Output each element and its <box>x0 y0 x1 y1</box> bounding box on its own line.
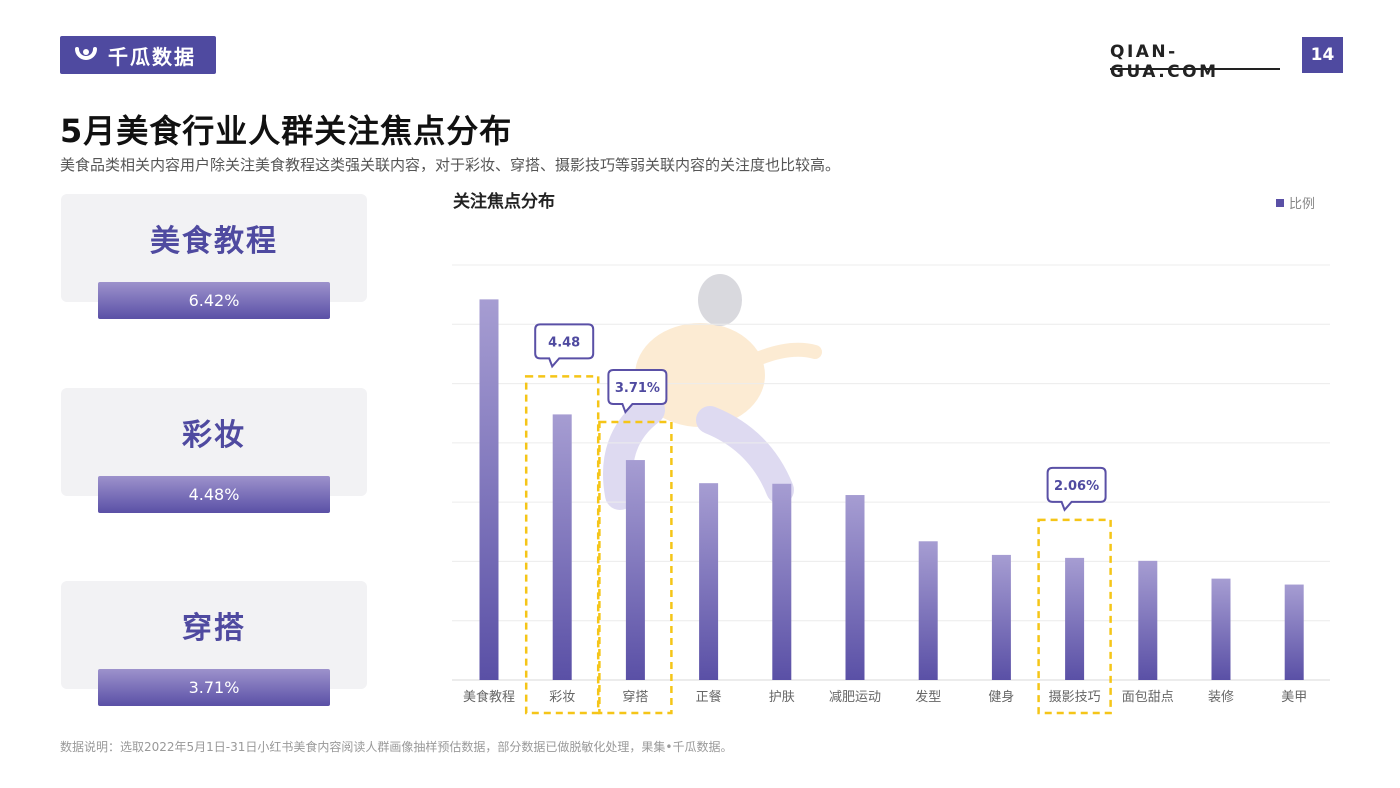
x-tick-label: 发型 <box>915 689 941 705</box>
bar-摄影技巧 <box>1065 557 1085 680</box>
x-tick-label: 护肤 <box>769 690 795 705</box>
legend-label: 比例 <box>1289 197 1316 212</box>
callout-bubble <box>607 369 668 414</box>
bar-美甲 <box>1284 584 1304 680</box>
page-title: 5月美食行业人群关注焦点分布 <box>60 112 513 150</box>
chart-title: 关注焦点分布 <box>453 192 555 212</box>
callout-bubble <box>1046 466 1107 512</box>
brand-logo: 千瓜数据 <box>60 36 216 74</box>
bar-发型 <box>918 541 938 680</box>
x-tick-label: 健身 <box>988 689 1014 705</box>
highlight-box <box>1037 518 1112 715</box>
x-tick-label: 面包甜点 <box>1122 689 1174 705</box>
highlight-value-bar: 4.48% <box>98 476 330 513</box>
chart-legend: 比例 <box>1276 193 1315 212</box>
x-tick-label: 减肥运动 <box>829 690 881 705</box>
logo-text: 千瓜数据 <box>108 44 196 69</box>
bar-健身 <box>991 554 1011 680</box>
x-tick-label: 装修 <box>1208 690 1234 705</box>
jumping-person-illustration <box>603 274 822 510</box>
chart-highlights: 4.48 3.71% 2.06% <box>524 323 1112 715</box>
footnote: 数据说明：选取2022年5月1日-31日小红书美食内容阅读人群画像抽样预估数据，… <box>60 740 733 754</box>
callout-label: 2.06% <box>1054 479 1099 494</box>
bar-护肤 <box>772 483 792 680</box>
qiangua-logo-icon <box>75 47 97 60</box>
bar-穿搭 <box>625 460 645 680</box>
chart-x-labels: 美食教程 彩妆 穿搭 正餐 护肤 减肥运动 发型 健身 摄影技巧 面包甜点 装修 美甲 <box>463 689 1307 705</box>
bar-正餐 <box>699 483 719 680</box>
bar-面包甜点 <box>1138 560 1158 680</box>
callout-label: 3.71% <box>615 381 660 396</box>
site-underline <box>1110 68 1280 70</box>
x-tick-label: 穿搭 <box>622 689 648 705</box>
legend-swatch <box>1276 198 1284 207</box>
highlight-value-bar: 6.42% <box>98 282 330 319</box>
highlight-label: 穿搭 <box>182 611 246 646</box>
chart-bars <box>479 299 1304 680</box>
site-url: QIAN-GUA.COM <box>1110 42 1219 82</box>
highlight-label: 美食教程 <box>150 224 278 259</box>
page-subtitle: 美食品类相关内容用户除关注美食教程这类强关联内容，对于彩妆、穿搭、摄影技巧等弱关… <box>60 156 841 174</box>
highlight-box <box>598 420 673 715</box>
callout-label: 4.48 <box>548 335 580 350</box>
x-tick-label: 正餐 <box>696 689 722 705</box>
bar-美食教程 <box>479 299 499 680</box>
bar-减肥运动 <box>845 495 865 680</box>
callout-bubble <box>534 323 595 369</box>
highlight-label: 彩妆 <box>182 418 246 453</box>
bar-装修 <box>1211 578 1231 680</box>
x-tick-label: 美甲 <box>1281 690 1307 705</box>
bar-彩妆 <box>552 414 572 680</box>
x-tick-label: 彩妆 <box>549 690 575 705</box>
highlight-value-bar: 3.71% <box>98 669 330 706</box>
page-number: 14 <box>1302 37 1343 73</box>
x-tick-label: 美食教程 <box>463 689 515 705</box>
x-tick-label: 摄影技巧 <box>1049 690 1101 705</box>
